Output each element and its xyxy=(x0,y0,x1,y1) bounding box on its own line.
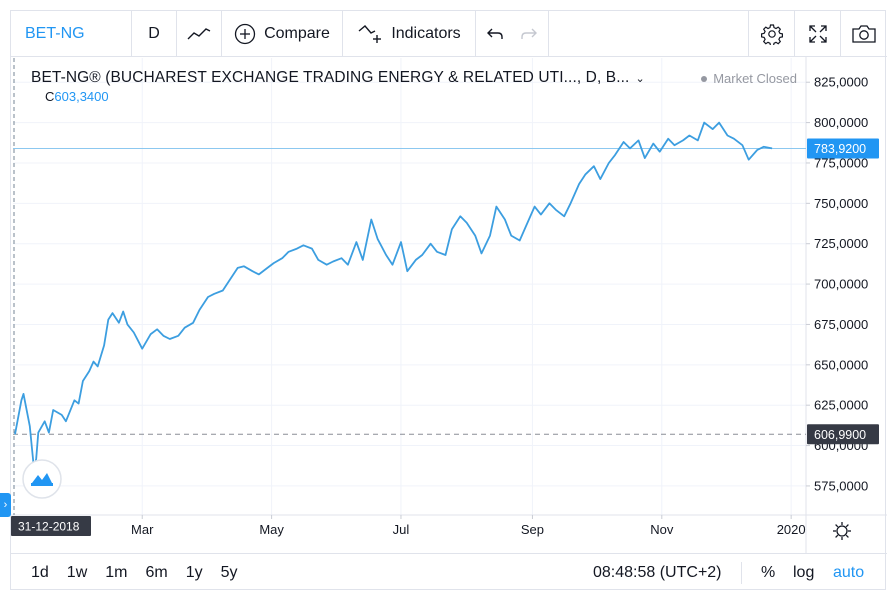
time-tick-label: Sep xyxy=(521,522,544,537)
price-tick-label: 800,0000 xyxy=(814,115,868,130)
series-title-text: BET-NG® (BUCHAREST EXCHANGE TRADING ENER… xyxy=(31,69,630,86)
redo-icon[interactable] xyxy=(520,27,538,41)
price-tick-label: 700,0000 xyxy=(814,277,868,292)
status-dot-icon xyxy=(701,75,708,82)
crosshair-date-label: 31-12-2018 xyxy=(11,516,91,536)
chevron-down-icon[interactable]: ⌄ xyxy=(635,73,645,85)
legend[interactable]: BET-NG® (BUCHAREST EXCHANGE TRADING ENER… xyxy=(31,69,645,104)
price-tick-label: 650,0000 xyxy=(814,357,868,372)
line-chart-icon xyxy=(187,28,211,40)
time-tick-label: Nov xyxy=(650,522,674,537)
indicators-label: Indicators xyxy=(391,25,461,42)
reference-price-label: 606,9900 xyxy=(807,424,879,445)
interval-button[interactable]: D xyxy=(132,11,177,57)
price-axis[interactable]: 825,0000 800,0000 775,0000 750,0000 725,0000… xyxy=(806,75,868,494)
range-6m[interactable]: 6m xyxy=(145,563,168,581)
plus-circle-icon xyxy=(234,23,256,45)
close-value-label: C xyxy=(45,89,55,104)
percent-toggle[interactable]: % xyxy=(761,564,776,581)
undo-redo-group xyxy=(476,11,549,57)
tradingview-logo[interactable] xyxy=(22,459,62,499)
price-tick-label: 625,0000 xyxy=(814,398,868,413)
indicators-button[interactable]: Indicators xyxy=(343,11,476,57)
range-1w[interactable]: 1w xyxy=(66,563,88,581)
time-tick-label: 2020 xyxy=(777,522,806,537)
range-1d[interactable]: 1d xyxy=(31,563,49,581)
bottom-separator xyxy=(741,562,742,584)
price-tick-label: 825,0000 xyxy=(814,75,868,90)
chart-type-button[interactable] xyxy=(177,11,222,57)
chart-area[interactable]: 825,0000 800,0000 775,0000 750,0000 725,0000… xyxy=(11,11,887,591)
price-tick-label: 575,0000 xyxy=(814,478,868,493)
compare-label: Compare xyxy=(264,25,330,42)
price-tick-label: 750,0000 xyxy=(814,196,868,211)
svg-text:606,9900: 606,9900 xyxy=(814,428,866,442)
indicators-icon xyxy=(358,25,382,43)
range-1y[interactable]: 1y xyxy=(185,563,203,581)
time-tick-label: May xyxy=(259,522,284,537)
grid xyxy=(13,58,806,515)
undo-icon[interactable] xyxy=(486,27,504,41)
time-tick-label: Jul xyxy=(393,522,410,537)
range-5y[interactable]: 5y xyxy=(220,563,238,581)
time-axis[interactable]: Mar May Jul Sep Nov 2020 xyxy=(131,515,806,537)
market-status: Market Closed xyxy=(701,71,797,86)
range-1m[interactable]: 1m xyxy=(105,563,128,581)
price-tick-label: 725,0000 xyxy=(814,236,868,251)
bottom-toolbar: 1d 1w 1m 6m 1y 5y 08:48:58 (UTC+2) % log… xyxy=(11,553,887,591)
market-status-text: Market Closed xyxy=(713,71,797,86)
chart-widget: BET-NG D Compare Indicators xyxy=(10,10,887,591)
compare-button[interactable]: Compare xyxy=(222,11,343,57)
snapshot-button[interactable] xyxy=(841,11,887,57)
gear-icon xyxy=(760,24,783,45)
side-panel-toggle[interactable]: › xyxy=(0,493,11,517)
last-price-label: 783,9200 xyxy=(807,138,879,159)
fullscreen-icon xyxy=(808,25,827,43)
camera-icon xyxy=(852,25,876,43)
price-tick-label: 775,0000 xyxy=(814,155,868,170)
auto-scale-toggle[interactable]: auto xyxy=(833,564,865,581)
price-series-line xyxy=(14,121,773,471)
legend-close-value: C603,3400 xyxy=(45,89,109,104)
toolbar-spacer xyxy=(549,11,749,57)
symbol-button[interactable]: BET-NG xyxy=(11,11,132,57)
fullscreen-button[interactable] xyxy=(795,11,841,57)
price-tick-label: 675,0000 xyxy=(814,317,868,332)
settings-button[interactable] xyxy=(749,11,795,57)
close-value: 603,3400 xyxy=(54,89,109,104)
axis-settings-gear-icon[interactable] xyxy=(833,522,851,540)
svg-text:783,9200: 783,9200 xyxy=(814,142,866,156)
log-toggle[interactable]: log xyxy=(793,564,815,581)
series-title[interactable]: BET-NG® (BUCHAREST EXCHANGE TRADING ENER… xyxy=(31,69,645,87)
top-toolbar: BET-NG D Compare Indicators xyxy=(11,11,887,57)
time-tick-label: Mar xyxy=(131,522,154,537)
svg-text:31-12-2018: 31-12-2018 xyxy=(18,520,80,534)
clock[interactable]: 08:48:58 (UTC+2) xyxy=(593,564,722,581)
